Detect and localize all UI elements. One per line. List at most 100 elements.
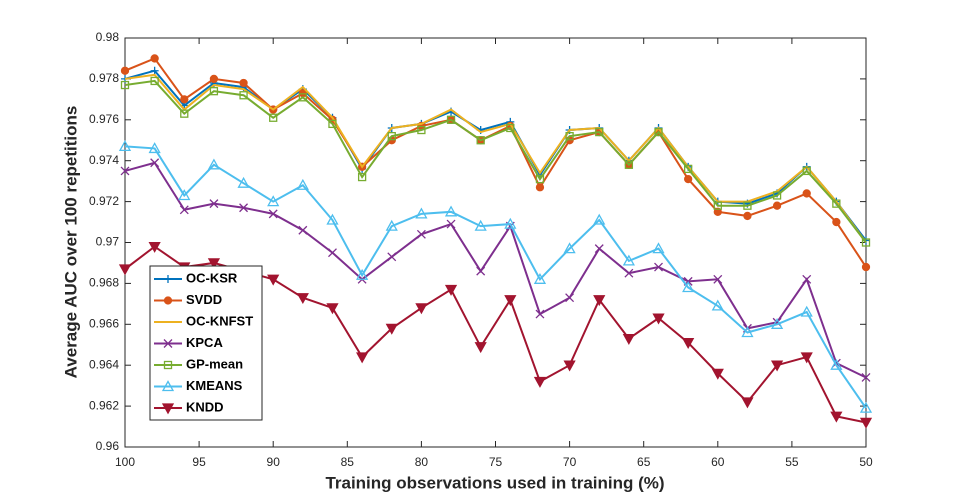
marker — [164, 275, 172, 283]
legend: OC-KSR SVDD OC-KNFST KPCA GP-mean KMEANS KNDD — [149, 265, 263, 421]
legend-label: KPCA — [186, 335, 223, 350]
marker — [565, 293, 575, 303]
marker — [593, 295, 606, 307]
marker — [237, 176, 250, 188]
x-tick-label: 50 — [859, 455, 873, 469]
y-tick-label: 0.972 — [89, 194, 119, 208]
marker — [161, 403, 175, 415]
marker — [239, 91, 248, 100]
marker — [328, 248, 337, 258]
marker — [444, 284, 458, 296]
marker — [150, 66, 159, 75]
marker — [802, 166, 811, 176]
marker — [682, 338, 695, 350]
marker — [861, 262, 871, 272]
marker — [239, 78, 248, 88]
marker — [298, 93, 307, 102]
marker — [209, 199, 219, 209]
marker — [356, 352, 369, 364]
marker — [622, 333, 635, 345]
marker — [180, 109, 189, 118]
marker — [711, 368, 724, 380]
marker — [120, 66, 130, 75]
marker — [120, 80, 130, 90]
legend-label: OC-KSR — [186, 270, 238, 285]
marker — [682, 281, 695, 293]
marker — [800, 352, 813, 364]
y-tick-label: 0.968 — [89, 276, 119, 290]
x-tick-label: 95 — [192, 455, 206, 469]
marker — [415, 207, 428, 219]
marker — [207, 158, 221, 170]
marker — [387, 132, 396, 141]
legend-label: KMEANS — [186, 378, 243, 393]
marker — [474, 342, 487, 354]
marker — [770, 360, 784, 372]
marker — [741, 326, 754, 338]
marker — [504, 217, 517, 229]
marker — [416, 229, 426, 239]
marker — [713, 207, 722, 216]
legend-label: GP-mean — [186, 356, 243, 371]
marker — [624, 160, 634, 169]
marker — [328, 119, 337, 129]
marker — [743, 201, 752, 210]
marker — [652, 313, 665, 325]
x-tick-label: 90 — [267, 455, 281, 469]
marker — [713, 201, 722, 210]
y-tick-label: 0.964 — [89, 357, 119, 371]
marker — [150, 158, 160, 168]
marker — [268, 209, 278, 219]
marker — [563, 360, 576, 372]
marker — [772, 201, 782, 210]
marker — [800, 305, 813, 317]
marker — [163, 296, 173, 305]
marker — [326, 303, 339, 315]
legend-label: KNDD — [186, 399, 224, 414]
y-tick-label: 0.978 — [89, 71, 119, 85]
marker — [832, 199, 841, 208]
marker — [563, 242, 576, 254]
marker — [180, 95, 189, 104]
series-line — [124, 79, 867, 244]
x-tick-label: 80 — [415, 455, 429, 469]
series-line — [124, 161, 867, 379]
x-tick-label: 60 — [711, 455, 725, 469]
marker — [533, 376, 547, 388]
x-tick-label: 85 — [341, 455, 355, 469]
y-tick-label: 0.97 — [96, 235, 120, 249]
y-tick-label: 0.96 — [96, 439, 120, 453]
marker — [654, 127, 663, 137]
marker — [830, 358, 843, 370]
marker — [684, 174, 693, 184]
marker — [387, 252, 397, 262]
y-tick-label: 0.966 — [89, 316, 119, 330]
marker — [267, 274, 280, 286]
marker — [802, 189, 811, 198]
marker — [535, 309, 545, 319]
marker — [161, 380, 175, 392]
marker — [118, 264, 132, 276]
marker — [209, 74, 219, 84]
marker — [654, 262, 663, 272]
marker — [594, 244, 604, 254]
marker — [533, 272, 547, 284]
marker — [595, 127, 604, 137]
marker — [713, 274, 723, 284]
marker — [859, 401, 873, 413]
marker — [624, 268, 634, 278]
marker — [446, 115, 456, 124]
marker — [830, 411, 843, 423]
y-tick-label: 0.98 — [96, 30, 120, 44]
marker — [298, 225, 308, 235]
marker — [239, 203, 249, 213]
marker — [446, 219, 456, 229]
marker — [120, 166, 130, 176]
marker — [474, 219, 487, 231]
marker — [417, 125, 426, 135]
marker — [148, 142, 161, 154]
marker — [150, 76, 159, 86]
marker — [178, 189, 191, 201]
marker — [711, 299, 724, 311]
marker — [179, 205, 189, 215]
